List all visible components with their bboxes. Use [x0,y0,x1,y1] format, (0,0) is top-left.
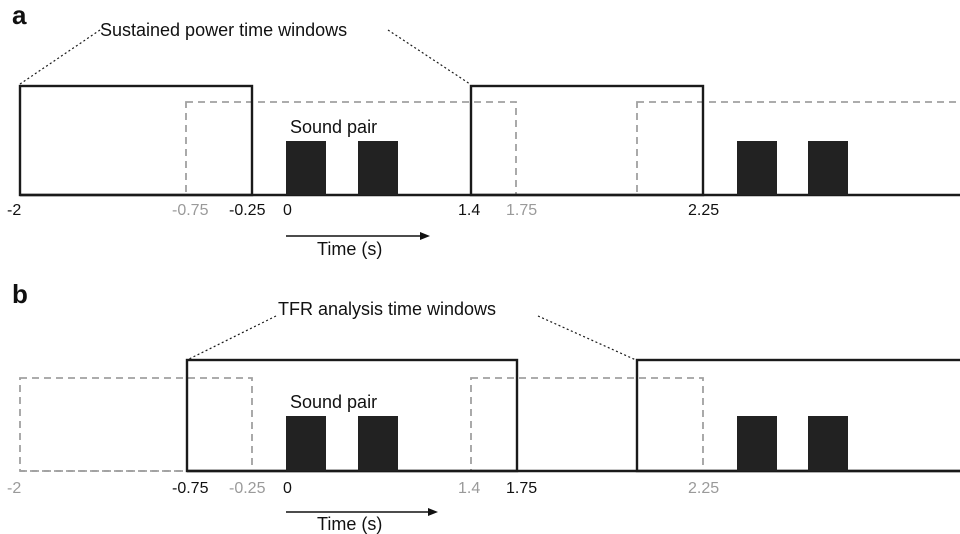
panel-b-solid-window-1 [185,358,519,473]
panel-a-callout: Sustained power time windows [100,20,347,40]
panel-b: b TFR analysis time windows Sound pair -… [7,279,960,534]
panel-a-arrowhead-icon [420,232,430,240]
panel-b-tick-label: 1.4 [458,480,480,497]
panel-a-sound-block-3 [737,141,777,195]
panel-a-tick-label: 1.4 [458,202,480,219]
panel-b-tick-label: -0.25 [229,480,266,497]
panel-b-tick-label: 0 [283,480,292,497]
panel-b-sound-block-3 [737,416,777,471]
panel-a-tick-label: 0 [283,202,292,219]
panel-b-arrowhead-icon [428,508,438,516]
panel-a-dashed-window-2 [636,101,960,196]
panel-b-leader-right [537,315,637,361]
panel-a-tick-label: -0.25 [229,202,266,219]
panel-b-dashed-window-2 [470,377,704,472]
panel-a-tick-label: -2 [7,202,21,219]
panel-b-tick-label: 2.25 [688,480,719,497]
panel-b-sound-block-4 [808,416,848,471]
panel-a-time-label: Time (s) [317,239,382,259]
panel-b-tick-label: 1.75 [506,480,537,497]
panel-a-leader-right [387,29,471,85]
panel-a-tick-label: 2.25 [688,202,719,219]
panel-a-sound-block-1 [286,141,326,195]
panel-a-tick-label: -0.75 [172,202,209,219]
panel-b-solid-window-2 [635,358,960,473]
panel-a-sound-label: Sound pair [290,117,377,137]
panel-b-time-label: Time (s) [317,514,382,534]
panel-a-sound-block-2 [358,141,398,195]
panel-a-tick-label: 1.75 [506,202,537,219]
panel-b-dashed-window-1 [19,377,253,472]
panel-b-tick-label: -2 [7,480,21,497]
panel-b-tick-label: -0.75 [172,480,209,497]
panel-a-solid-window-2 [469,84,705,197]
panel-b-leader-left [186,315,277,361]
panel-a-leader-left [19,29,101,85]
panel-b-letter: b [12,279,28,309]
panel-a-solid-window-1 [18,84,254,197]
panel-a-sound-block-4 [808,141,848,195]
panel-a: a Sustained power time windows Sound pai… [7,0,960,259]
panel-b-callout: TFR analysis time windows [278,299,496,319]
panel-b-sound-block-2 [358,416,398,471]
panel-b-sound-label: Sound pair [290,392,377,412]
panel-b-sound-block-1 [286,416,326,471]
panel-a-letter: a [12,0,27,30]
panel-a-dashed-window-1 [185,101,517,196]
